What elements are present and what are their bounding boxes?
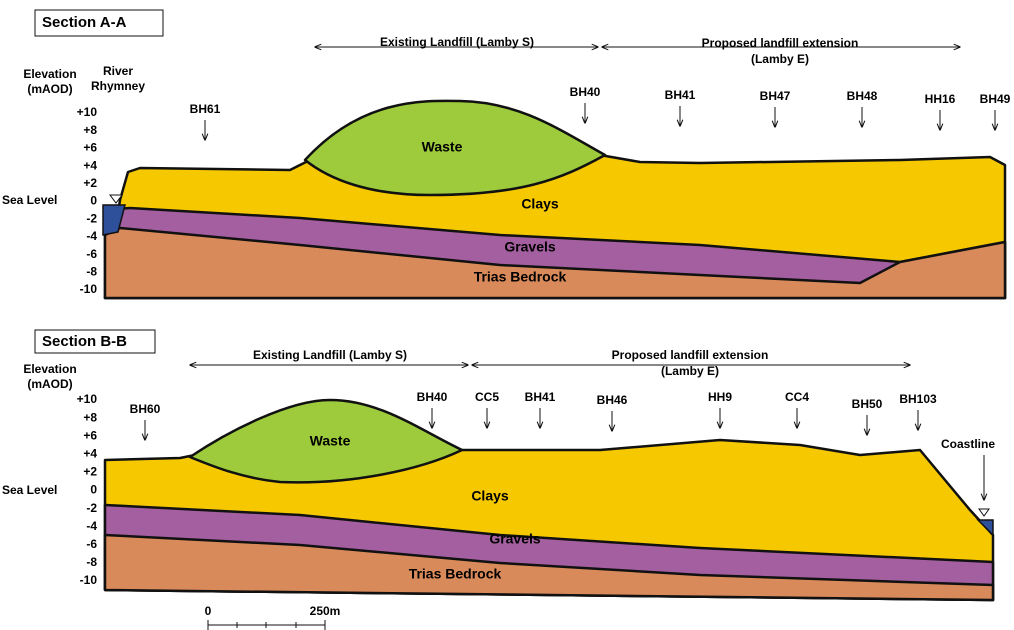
section-b-geology	[35, 330, 993, 600]
borehole-label: BH49	[980, 92, 1011, 106]
borehole-label: BH61	[190, 102, 221, 116]
borehole-label: HH16	[925, 92, 956, 106]
layer-label: Waste	[310, 433, 351, 449]
elevation-tick: -4	[86, 229, 97, 243]
elevation-tick: -8	[86, 264, 97, 278]
layer-label: Gravels	[504, 239, 556, 255]
layer-label: Gravels	[489, 531, 541, 547]
borehole-label: BH41	[665, 88, 696, 102]
borehole-label: BH40	[570, 85, 601, 99]
borehole-label: BH47	[760, 89, 791, 103]
scale-end: 250m	[310, 604, 341, 618]
elevation-tick: +2	[83, 176, 97, 190]
span-label: Proposed landfill extension	[702, 36, 859, 50]
sea-level-label: Sea Level	[2, 483, 57, 497]
borehole-label: BH48	[847, 89, 878, 103]
span-label: Existing Landfill (Lamby S)	[253, 348, 407, 362]
borehole-label: HH9	[708, 390, 732, 404]
elevation-tick: -2	[86, 211, 97, 225]
elevation-tick: +4	[83, 446, 97, 460]
elevation-tick: +8	[83, 410, 97, 424]
span-label: (Lamby E)	[661, 364, 719, 378]
layer-label: Waste	[422, 139, 463, 155]
borehole-label: BH46	[597, 393, 628, 407]
elevation-tick: +10	[77, 105, 98, 119]
borehole-label: BH50	[852, 397, 883, 411]
elevation-tick: -2	[86, 501, 97, 515]
section-title: Section A-A	[42, 14, 127, 31]
axis-title: (mAOD)	[27, 82, 72, 96]
scale-bar	[208, 620, 325, 630]
elevation-tick: +4	[83, 158, 97, 172]
river-label: Rhymney	[91, 79, 145, 93]
section-title: Section B-B	[42, 333, 127, 350]
elevation-tick: 0	[90, 194, 97, 208]
elevation-tick: +10	[77, 392, 98, 406]
sea-level-label: Sea Level	[2, 193, 57, 207]
elevation-tick: 0	[90, 483, 97, 497]
borehole-label: BH60	[130, 402, 161, 416]
axis-title: Elevation	[23, 67, 76, 81]
elevation-tick: +8	[83, 123, 97, 137]
elevation-tick: -10	[80, 573, 98, 587]
elevation-tick: -8	[86, 555, 97, 569]
axis-title: Elevation	[23, 362, 76, 376]
scale-start: 0	[205, 604, 212, 618]
coastline-label: Coastline	[941, 437, 995, 451]
elevation-tick: -6	[86, 537, 97, 551]
river-label: River	[103, 64, 133, 78]
cross-sections: Section A-AElevation(mAOD)+10+8+6+4+20-2…	[0, 0, 1014, 630]
span-label: Proposed landfill extension	[612, 348, 769, 362]
borehole-label: BH41	[525, 390, 556, 404]
span-label: (Lamby E)	[751, 52, 809, 66]
elevation-tick: +2	[83, 465, 97, 479]
layer-label: Clays	[471, 488, 509, 504]
borehole-label: CC5	[475, 390, 499, 404]
borehole-label: BH40	[417, 390, 448, 404]
layer-label: Trias Bedrock	[474, 269, 567, 285]
elevation-tick: -10	[80, 282, 98, 296]
layer-label: Trias Bedrock	[409, 566, 502, 582]
borehole-label: BH103	[899, 392, 937, 406]
layer-label: Clays	[521, 196, 559, 212]
span-label: Existing Landfill (Lamby S)	[380, 35, 534, 49]
water-marker	[979, 509, 989, 516]
elevation-tick: -4	[86, 519, 97, 533]
section-a-geology	[35, 10, 1005, 298]
elevation-tick: +6	[83, 428, 97, 442]
elevation-tick: +6	[83, 141, 97, 155]
borehole-label: CC4	[785, 390, 809, 404]
elevation-tick: -6	[86, 247, 97, 261]
axis-title: (mAOD)	[27, 377, 72, 391]
